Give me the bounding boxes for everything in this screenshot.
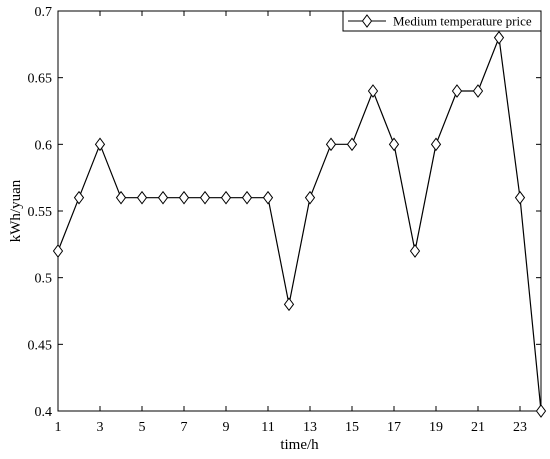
- y-tick-label: 0.7: [35, 5, 53, 20]
- data-point-marker: [430, 137, 442, 152]
- legend-box: [342, 10, 542, 32]
- data-point-marker: [199, 190, 211, 205]
- data-point-marker: [388, 137, 400, 152]
- data-point-marker: [73, 190, 85, 205]
- x-tick-label: 9: [223, 420, 230, 435]
- y-tick-label: 0.55: [28, 205, 53, 220]
- x-axis-label: time/h: [280, 437, 319, 453]
- data-point-marker: [325, 137, 337, 152]
- data-point-marker: [157, 190, 169, 205]
- x-tick-label: 23: [513, 420, 527, 435]
- axis-ticks: 1 3 5 7 9 11 13 15 17 19 21 230.40.450.50.550.60.65…: [28, 5, 541, 435]
- x-tick-label: 1: [55, 420, 62, 435]
- data-point-marker: [262, 190, 274, 205]
- y-axis-label: kWh/yuan: [8, 179, 24, 242]
- data-point-marker: [178, 190, 190, 205]
- data-point-marker: [52, 244, 64, 258]
- x-tick-label: 21: [471, 420, 485, 435]
- y-tick-label: 0.5: [35, 272, 53, 287]
- x-tick-label: 5: [139, 420, 146, 435]
- series-layer: [52, 30, 547, 418]
- y-tick-label: 0.65: [28, 72, 53, 87]
- data-point-marker: [514, 190, 526, 205]
- data-point-marker: [136, 190, 148, 205]
- y-tick-label: 0.6: [35, 138, 53, 153]
- legend: Medium temperature price: [342, 10, 542, 32]
- x-tick-label: 17: [387, 420, 401, 435]
- data-point-marker: [241, 190, 253, 205]
- data-point-marker: [535, 404, 547, 418]
- data-point-marker: [304, 190, 316, 205]
- data-point-marker: [367, 84, 379, 98]
- data-point-marker: [409, 244, 421, 258]
- x-tick-label: 7: [181, 420, 188, 435]
- x-tick-label: 11: [261, 420, 274, 435]
- data-point-marker: [283, 297, 295, 312]
- data-point-marker: [115, 190, 127, 205]
- x-tick-label: 13: [303, 420, 317, 435]
- x-tick-label: 3: [97, 420, 104, 435]
- x-tick-label: 19: [429, 420, 443, 435]
- data-point-marker: [220, 190, 232, 205]
- legend-diamond-marker: [361, 14, 373, 28]
- x-tick-label: 15: [345, 420, 359, 435]
- data-point-marker: [346, 137, 358, 152]
- data-point-marker: [451, 84, 463, 98]
- data-point-marker: [94, 137, 106, 152]
- y-tick-label: 0.4: [35, 405, 53, 420]
- y-tick-label: 0.45: [28, 338, 53, 353]
- legend-label: Medium temperature price: [393, 14, 532, 29]
- data-point-marker: [472, 84, 484, 98]
- data-point-marker: [493, 30, 505, 45]
